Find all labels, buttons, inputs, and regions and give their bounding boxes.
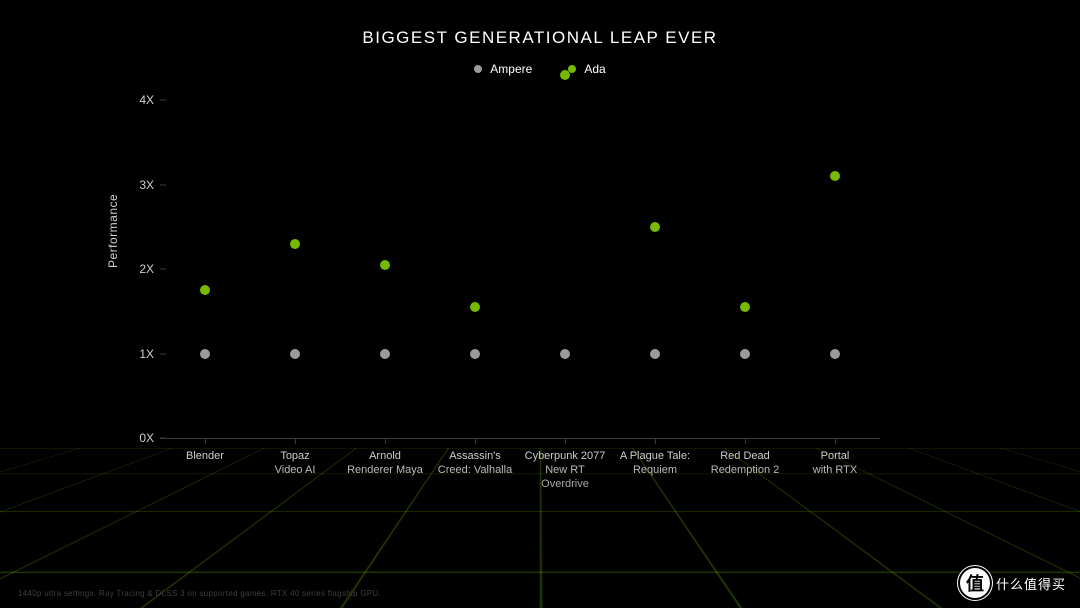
y-tick-label: 2X <box>130 262 154 276</box>
x-axis-label: Portalwith RTX <box>790 450 880 478</box>
x-tick-mark <box>205 438 206 444</box>
y-tick-mark <box>160 100 166 101</box>
chart-title: BIGGEST GENERATIONAL LEAP EVER <box>0 28 1080 48</box>
y-tick-mark <box>160 353 166 354</box>
legend-item-ada: Ada <box>568 62 605 76</box>
watermark-icon: 值 <box>960 568 990 598</box>
data-point-ampere <box>560 349 570 359</box>
y-tick-label: 1X <box>130 347 154 361</box>
watermark-badge: 值 什么值得买 <box>960 568 1066 598</box>
legend-item-ampere: Ampere <box>474 62 532 76</box>
x-axis-labels: BlenderTopazVideo AIArnoldRenderer MayaA… <box>160 450 880 490</box>
x-tick-mark <box>295 438 296 444</box>
x-axis-label: TopazVideo AI <box>250 450 340 478</box>
data-point-ada <box>740 302 750 312</box>
x-tick-mark <box>475 438 476 444</box>
legend: Ampere Ada <box>0 62 1080 76</box>
data-point-ampere <box>380 349 390 359</box>
legend-label-ada: Ada <box>584 62 605 76</box>
data-point-ada <box>200 285 210 295</box>
y-tick-label: 4X <box>130 93 154 107</box>
y-tick-label: 0X <box>130 431 154 445</box>
x-axis-label: Cyberpunk 2077New RT Overdrive <box>520 450 610 491</box>
x-tick-mark <box>835 438 836 444</box>
x-axis-line <box>160 438 880 439</box>
watermark-text: 什么值得买 <box>996 574 1066 593</box>
x-axis-label: Assassin'sCreed: Valhalla <box>430 450 520 478</box>
y-axis-label: Performance <box>106 194 120 268</box>
data-point-ampere <box>470 349 480 359</box>
data-point-ada <box>470 302 480 312</box>
data-point-ada <box>560 70 570 80</box>
data-point-ampere <box>830 349 840 359</box>
legend-dot-ampere <box>474 65 482 73</box>
legend-label-ampere: Ampere <box>490 62 532 76</box>
x-tick-mark <box>385 438 386 444</box>
x-tick-mark <box>565 438 566 444</box>
performance-chart: 0X1X2X3X4X <box>160 100 880 438</box>
data-point-ada <box>830 171 840 181</box>
y-tick-label: 3X <box>130 178 154 192</box>
data-point-ada <box>650 222 660 232</box>
x-axis-label: Blender <box>160 450 250 464</box>
footnote: 1440p ultra settings. Ray Tracing & DLSS… <box>18 589 381 598</box>
x-tick-mark <box>655 438 656 444</box>
x-axis-label: A Plague Tale:Requiem <box>610 450 700 478</box>
y-tick-mark <box>160 269 166 270</box>
x-tick-mark <box>745 438 746 444</box>
data-point-ampere <box>740 349 750 359</box>
data-point-ada <box>290 239 300 249</box>
y-tick-mark <box>160 184 166 185</box>
data-point-ampere <box>200 349 210 359</box>
x-axis-label: ArnoldRenderer Maya <box>340 450 430 478</box>
data-point-ada <box>380 260 390 270</box>
x-axis-label: Red DeadRedemption 2 <box>700 450 790 478</box>
data-point-ampere <box>650 349 660 359</box>
data-point-ampere <box>290 349 300 359</box>
